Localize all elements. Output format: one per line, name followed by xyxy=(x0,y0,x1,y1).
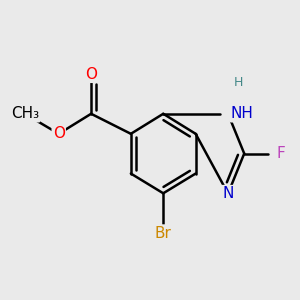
Text: O: O xyxy=(53,126,65,141)
Text: CH₃: CH₃ xyxy=(11,106,39,121)
Text: F: F xyxy=(277,146,285,161)
Text: O: O xyxy=(85,67,97,82)
Text: NH: NH xyxy=(231,106,254,121)
Text: Br: Br xyxy=(155,226,172,241)
Text: H: H xyxy=(234,76,243,89)
Text: N: N xyxy=(222,186,234,201)
